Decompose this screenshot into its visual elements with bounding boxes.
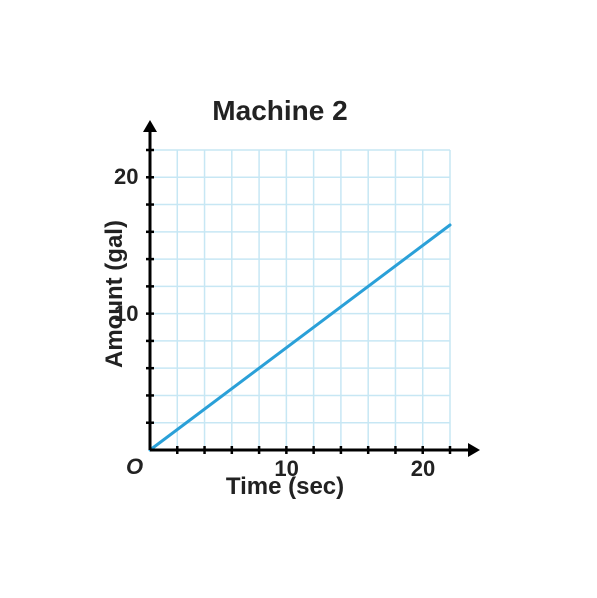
page: Machine 2 Amount (gal) Time (sec) 102010… <box>0 0 597 598</box>
chart-plot <box>130 130 490 490</box>
chart-title: Machine 2 <box>212 95 347 127</box>
y-axis-label: Amount (gal) <box>101 204 129 384</box>
